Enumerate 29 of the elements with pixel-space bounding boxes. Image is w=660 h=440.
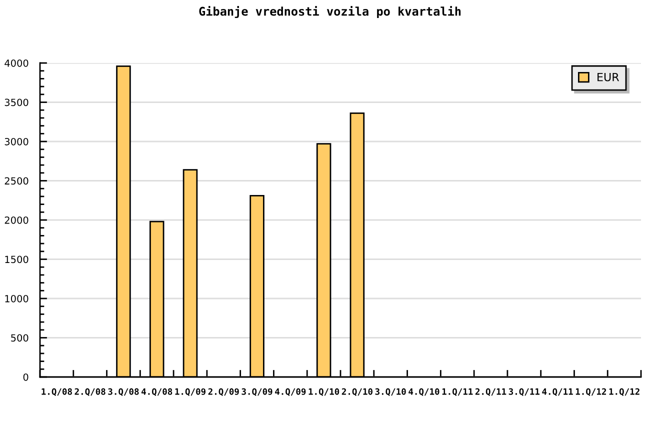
y-tick-label: 1500 (5, 256, 28, 264)
x-tick-label: 4.Q/10 (408, 388, 440, 396)
x-tick-label: 1.Q/11 (442, 388, 473, 396)
y-tick-label: 0 (23, 373, 28, 381)
x-tick-label: 2.Q/08 (74, 388, 106, 396)
y-tick-label: 3000 (4, 138, 28, 146)
x-tick-label: 2.Q/09 (208, 388, 239, 396)
y-tick-label: 2000 (4, 216, 28, 224)
x-tick-label: 4.Q/09 (275, 388, 306, 396)
chart-title: Gibanje vrednosti vozila po kvartalih (199, 6, 461, 18)
x-tick-label: 3.Q/09 (242, 388, 272, 396)
x-tick-label: 4.Q/08 (141, 388, 172, 396)
x-tick-label: 1.Q/09 (175, 388, 206, 396)
y-tick-label: 4000 (4, 59, 28, 67)
y-tick-label: 2500 (4, 177, 28, 185)
x-tick-label: 1.Q/08 (42, 388, 72, 396)
y-tick-label: 3500 (4, 98, 28, 106)
x-tick-label: 2.Q/10 (342, 388, 372, 396)
legend-label: EUR (598, 73, 620, 82)
x-tick-label: 1.Q/12 (576, 388, 606, 396)
x-tick-label: 3.Q/11 (508, 388, 540, 396)
x-tick-label: 2.Q/11 (475, 388, 506, 396)
y-tick-label: 1000 (5, 294, 28, 302)
x-tick-label: 4.Q/11 (542, 388, 573, 396)
x-tick-label: 3.Q/08 (108, 388, 139, 396)
x-tick-label: 3.Q/10 (375, 388, 406, 396)
y-tick-label: 500 (11, 334, 28, 342)
x-tick-label: 1.Q/12 (609, 388, 640, 396)
x-tick-label: 1.Q/10 (308, 388, 340, 396)
